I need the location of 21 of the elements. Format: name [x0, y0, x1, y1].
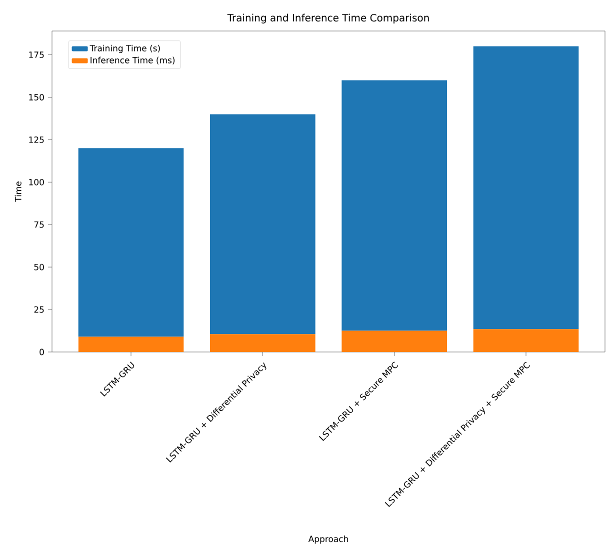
y-tick-label: 125 [29, 136, 44, 143]
y-tick-label: 50 [34, 264, 44, 270]
chart-title: Training and Inference Time Comparison [227, 14, 429, 24]
y-tick-label: 75 [34, 221, 44, 228]
y-axis-title: Time [14, 182, 22, 202]
y-tick-label: 25 [34, 306, 44, 313]
y-tick-label: 150 [29, 94, 44, 100]
bar [78, 148, 184, 337]
legend-label: Training Time (s) [90, 44, 160, 54]
x-axis-title: Approach [308, 536, 348, 544]
bar [342, 330, 447, 352]
bar [473, 329, 579, 352]
y-tick-label: 175 [29, 52, 44, 58]
bar [210, 334, 316, 352]
bar [78, 336, 184, 352]
bar [473, 46, 579, 330]
bar [210, 114, 316, 334]
bar [342, 80, 447, 331]
y-tick-label: 0 [40, 348, 44, 356]
y-tick-label: 100 [29, 178, 44, 186]
legend-label: Inference Time (ms) [90, 56, 175, 64]
